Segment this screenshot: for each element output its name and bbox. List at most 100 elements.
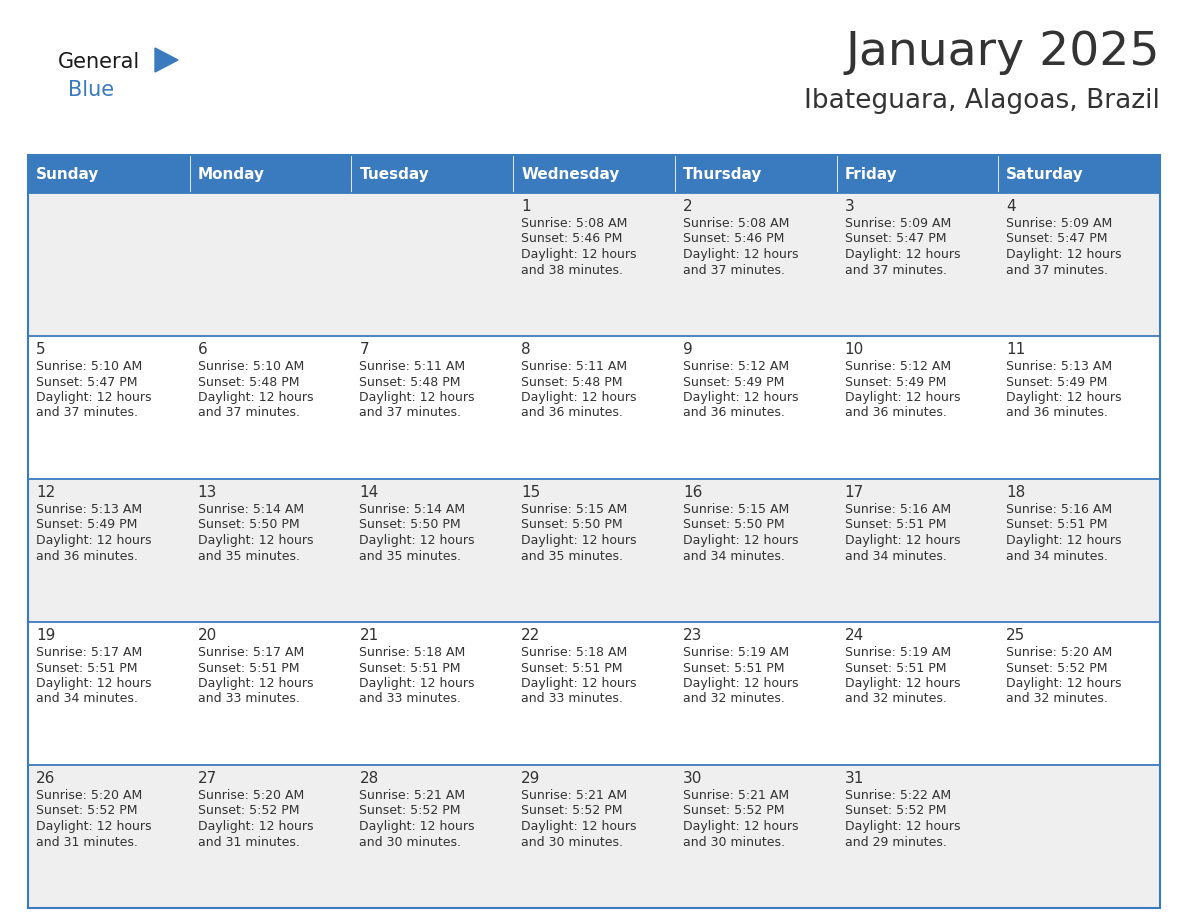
Text: Sunrise: 5:16 AM: Sunrise: 5:16 AM bbox=[845, 503, 950, 516]
Text: and 36 minutes.: and 36 minutes. bbox=[683, 407, 785, 420]
Text: 18: 18 bbox=[1006, 485, 1025, 500]
Text: Sunrise: 5:10 AM: Sunrise: 5:10 AM bbox=[197, 360, 304, 373]
Bar bbox=[675, 155, 836, 193]
Text: Sunset: 5:51 PM: Sunset: 5:51 PM bbox=[845, 662, 946, 675]
Text: Sunset: 5:51 PM: Sunset: 5:51 PM bbox=[1006, 519, 1107, 532]
Text: Sunset: 5:50 PM: Sunset: 5:50 PM bbox=[197, 519, 299, 532]
Text: 25: 25 bbox=[1006, 628, 1025, 643]
Text: Sunrise: 5:15 AM: Sunrise: 5:15 AM bbox=[683, 503, 789, 516]
Text: Sunset: 5:51 PM: Sunset: 5:51 PM bbox=[197, 662, 299, 675]
Text: and 33 minutes.: and 33 minutes. bbox=[522, 692, 623, 706]
Text: Sunset: 5:52 PM: Sunset: 5:52 PM bbox=[683, 804, 784, 818]
Text: and 32 minutes.: and 32 minutes. bbox=[683, 692, 785, 706]
Text: 30: 30 bbox=[683, 771, 702, 786]
Text: Sunrise: 5:12 AM: Sunrise: 5:12 AM bbox=[845, 360, 950, 373]
Text: Sunset: 5:50 PM: Sunset: 5:50 PM bbox=[683, 519, 784, 532]
Bar bbox=[29, 193, 1159, 336]
Text: and 30 minutes.: and 30 minutes. bbox=[360, 835, 461, 848]
Text: 12: 12 bbox=[36, 485, 56, 500]
Text: Sunset: 5:52 PM: Sunset: 5:52 PM bbox=[845, 804, 946, 818]
Text: Sunset: 5:48 PM: Sunset: 5:48 PM bbox=[522, 375, 623, 388]
Text: 27: 27 bbox=[197, 771, 217, 786]
Text: Monday: Monday bbox=[197, 166, 265, 182]
Text: Daylight: 12 hours: Daylight: 12 hours bbox=[360, 534, 475, 547]
Text: 11: 11 bbox=[1006, 342, 1025, 357]
Text: Sunrise: 5:11 AM: Sunrise: 5:11 AM bbox=[360, 360, 466, 373]
Text: Daylight: 12 hours: Daylight: 12 hours bbox=[1006, 677, 1121, 690]
Text: Sunset: 5:51 PM: Sunset: 5:51 PM bbox=[522, 662, 623, 675]
Text: 31: 31 bbox=[845, 771, 864, 786]
Text: Thursday: Thursday bbox=[683, 166, 763, 182]
Text: and 35 minutes.: and 35 minutes. bbox=[522, 550, 624, 563]
Text: Sunrise: 5:19 AM: Sunrise: 5:19 AM bbox=[683, 646, 789, 659]
Text: Daylight: 12 hours: Daylight: 12 hours bbox=[360, 677, 475, 690]
Text: and 34 minutes.: and 34 minutes. bbox=[683, 550, 785, 563]
Text: 20: 20 bbox=[197, 628, 217, 643]
Text: and 34 minutes.: and 34 minutes. bbox=[1006, 550, 1108, 563]
Text: 10: 10 bbox=[845, 342, 864, 357]
Text: Sunset: 5:46 PM: Sunset: 5:46 PM bbox=[683, 232, 784, 245]
Bar bbox=[190, 155, 352, 193]
Text: January 2025: January 2025 bbox=[846, 30, 1159, 75]
Text: 15: 15 bbox=[522, 485, 541, 500]
Text: Sunrise: 5:19 AM: Sunrise: 5:19 AM bbox=[845, 646, 950, 659]
Text: 26: 26 bbox=[36, 771, 56, 786]
Text: 14: 14 bbox=[360, 485, 379, 500]
Text: Daylight: 12 hours: Daylight: 12 hours bbox=[683, 820, 798, 833]
Text: Tuesday: Tuesday bbox=[360, 166, 429, 182]
Text: 16: 16 bbox=[683, 485, 702, 500]
Text: 8: 8 bbox=[522, 342, 531, 357]
Text: and 37 minutes.: and 37 minutes. bbox=[1006, 263, 1108, 276]
Text: 21: 21 bbox=[360, 628, 379, 643]
Text: Sunrise: 5:20 AM: Sunrise: 5:20 AM bbox=[36, 789, 143, 802]
Text: and 30 minutes.: and 30 minutes. bbox=[522, 835, 624, 848]
Bar bbox=[998, 155, 1159, 193]
Text: Ibateguara, Alagoas, Brazil: Ibateguara, Alagoas, Brazil bbox=[804, 88, 1159, 114]
Text: Saturday: Saturday bbox=[1006, 166, 1083, 182]
Text: Sunday: Sunday bbox=[36, 166, 100, 182]
Text: 23: 23 bbox=[683, 628, 702, 643]
Text: Sunrise: 5:15 AM: Sunrise: 5:15 AM bbox=[522, 503, 627, 516]
Text: and 33 minutes.: and 33 minutes. bbox=[197, 692, 299, 706]
Text: Daylight: 12 hours: Daylight: 12 hours bbox=[522, 391, 637, 404]
Text: Sunrise: 5:12 AM: Sunrise: 5:12 AM bbox=[683, 360, 789, 373]
Text: and 30 minutes.: and 30 minutes. bbox=[683, 835, 785, 848]
Text: Sunset: 5:46 PM: Sunset: 5:46 PM bbox=[522, 232, 623, 245]
Text: Daylight: 12 hours: Daylight: 12 hours bbox=[845, 248, 960, 261]
Text: Sunrise: 5:10 AM: Sunrise: 5:10 AM bbox=[36, 360, 143, 373]
Text: and 33 minutes.: and 33 minutes. bbox=[360, 692, 461, 706]
Bar bbox=[513, 155, 675, 193]
Text: 17: 17 bbox=[845, 485, 864, 500]
Bar bbox=[29, 155, 190, 193]
Text: Daylight: 12 hours: Daylight: 12 hours bbox=[36, 677, 152, 690]
Text: Sunrise: 5:14 AM: Sunrise: 5:14 AM bbox=[360, 503, 466, 516]
Text: Sunrise: 5:13 AM: Sunrise: 5:13 AM bbox=[1006, 360, 1112, 373]
Text: Sunset: 5:49 PM: Sunset: 5:49 PM bbox=[36, 519, 138, 532]
Text: Sunrise: 5:18 AM: Sunrise: 5:18 AM bbox=[360, 646, 466, 659]
Bar bbox=[29, 336, 1159, 479]
Text: Daylight: 12 hours: Daylight: 12 hours bbox=[845, 677, 960, 690]
Text: Blue: Blue bbox=[68, 80, 114, 100]
Text: Sunset: 5:52 PM: Sunset: 5:52 PM bbox=[197, 804, 299, 818]
Text: and 37 minutes.: and 37 minutes. bbox=[683, 263, 785, 276]
Text: Daylight: 12 hours: Daylight: 12 hours bbox=[36, 534, 152, 547]
Bar bbox=[29, 622, 1159, 765]
Text: Daylight: 12 hours: Daylight: 12 hours bbox=[197, 391, 314, 404]
Text: Sunset: 5:48 PM: Sunset: 5:48 PM bbox=[197, 375, 299, 388]
Text: 9: 9 bbox=[683, 342, 693, 357]
Text: Daylight: 12 hours: Daylight: 12 hours bbox=[845, 820, 960, 833]
Text: Sunrise: 5:09 AM: Sunrise: 5:09 AM bbox=[845, 217, 950, 230]
Text: Sunset: 5:51 PM: Sunset: 5:51 PM bbox=[845, 519, 946, 532]
Text: and 31 minutes.: and 31 minutes. bbox=[197, 835, 299, 848]
Text: Sunrise: 5:22 AM: Sunrise: 5:22 AM bbox=[845, 789, 950, 802]
Text: and 36 minutes.: and 36 minutes. bbox=[1006, 407, 1108, 420]
Text: Daylight: 12 hours: Daylight: 12 hours bbox=[845, 391, 960, 404]
Polygon shape bbox=[154, 48, 178, 72]
Text: 3: 3 bbox=[845, 199, 854, 214]
Text: Daylight: 12 hours: Daylight: 12 hours bbox=[36, 820, 152, 833]
Bar bbox=[29, 155, 1159, 908]
Text: Daylight: 12 hours: Daylight: 12 hours bbox=[197, 677, 314, 690]
Text: 24: 24 bbox=[845, 628, 864, 643]
Text: Sunset: 5:49 PM: Sunset: 5:49 PM bbox=[845, 375, 946, 388]
Text: and 32 minutes.: and 32 minutes. bbox=[845, 692, 947, 706]
